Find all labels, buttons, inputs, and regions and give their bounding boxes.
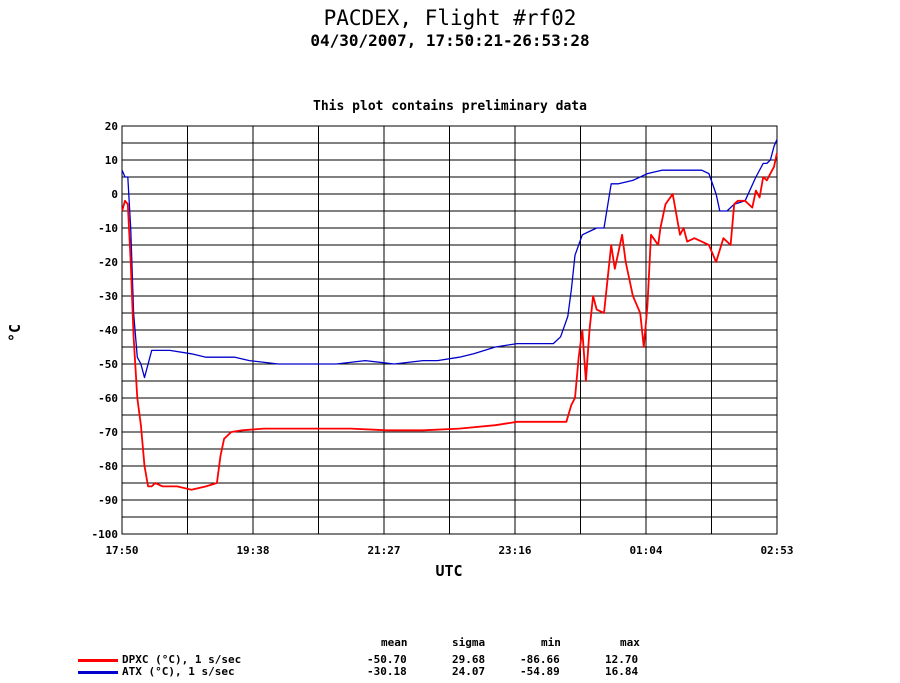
legend-swatch-atx — [78, 671, 118, 674]
x-tick-label: 17:50 — [105, 544, 138, 557]
y-tick-label: -100 — [92, 528, 119, 541]
legend-min-value: -54.89 — [520, 665, 560, 678]
x-tick-label: 23:16 — [498, 544, 531, 557]
y-tick-label: -10 — [98, 222, 118, 235]
y-axis-label: °C — [6, 324, 24, 342]
grid-lines — [122, 125, 777, 535]
legend-sigma-value: 24.07 — [452, 665, 486, 678]
x-tick-label: 19:38 — [236, 544, 269, 557]
legend-sigma-value: 29.68 — [452, 653, 486, 666]
legend-mean-value: -30.18 — [367, 665, 407, 678]
y-tick-label: -20 — [98, 256, 118, 269]
y-tick-label: -60 — [98, 392, 118, 405]
chart-subtitle: 04/30/2007, 17:50:21-26:53:28 — [310, 31, 590, 50]
y-tick-label: -40 — [98, 324, 118, 337]
legend-header-row: mean sigma min max — [0, 636, 900, 650]
legend-swatch-dpxc — [78, 659, 118, 662]
legend-col-max: max — [620, 636, 640, 649]
x-tick-label: 02:53 — [760, 544, 793, 557]
x-tick-label: 21:27 — [367, 544, 400, 557]
chart-title: PACDEX, Flight #rf02 — [323, 6, 577, 30]
legend-mean-value: -50.70 — [367, 653, 407, 666]
preliminary-note: This plot contains preliminary data — [313, 99, 587, 114]
y-tick-label: -30 — [98, 290, 118, 303]
y-tick-label: -70 — [98, 426, 118, 439]
legend-col-min: min — [541, 636, 561, 649]
x-tick-label: 01:04 — [629, 544, 662, 557]
y-tick-label: -50 — [98, 358, 118, 371]
legend-col-sigma: sigma — [452, 636, 486, 649]
y-tick-label: 10 — [105, 154, 118, 167]
legend-min-value: -86.66 — [520, 653, 560, 666]
legend-series-name: ATX (°C), 1 s/sec — [122, 665, 235, 678]
legend-max-value: 12.70 — [605, 653, 639, 666]
y-tick-label: 0 — [111, 188, 118, 201]
legend-col-mean: mean — [381, 636, 408, 649]
legend-max-value: 16.84 — [605, 665, 639, 678]
y-tick-label: -90 — [98, 494, 118, 507]
legend-series-name: DPXC (°C), 1 s/sec — [122, 653, 242, 666]
series-line-dpxc — [121, 153, 778, 491]
legend-row-dpxc: DPXC (°C), 1 s/sec -50.70 29.68 -86.66 1… — [0, 653, 900, 667]
x-axis-label: UTC — [435, 562, 462, 580]
series-layer — [121, 139, 778, 491]
y-tick-label: 20 — [105, 120, 118, 133]
y-tick-label: -80 — [98, 460, 118, 473]
series-line-atx — [121, 139, 778, 379]
legend-row-atx: ATX (°C), 1 s/sec -30.18 24.07 -54.89 16… — [0, 665, 900, 679]
x-axis-ticks: 17:50 19:38 21:27 23:16 01:04 02:53 — [105, 544, 793, 557]
